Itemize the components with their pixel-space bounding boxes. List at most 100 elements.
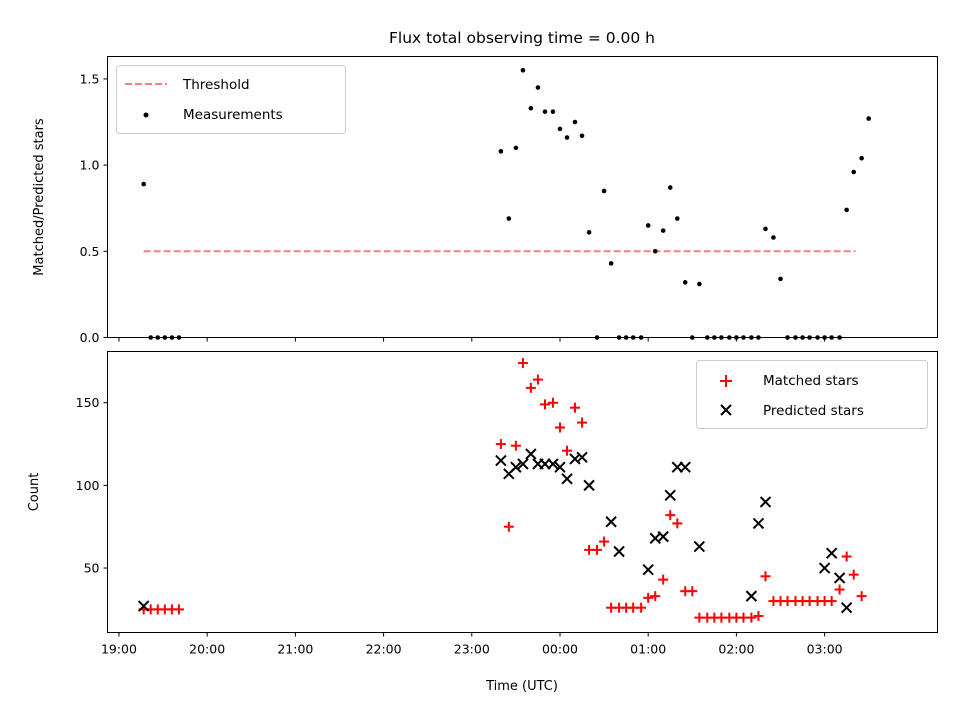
matched-star-point bbox=[562, 445, 573, 456]
matched-star-point bbox=[503, 521, 514, 532]
y-tick-label: 100 bbox=[76, 478, 100, 493]
bottom-points-layer bbox=[137, 358, 867, 623]
matched-star-point bbox=[753, 610, 764, 621]
predicted-star-point bbox=[576, 451, 588, 463]
measurement-point bbox=[141, 181, 146, 187]
legend-matched-label: Matched stars bbox=[763, 373, 859, 389]
measurement-point bbox=[579, 133, 585, 139]
legend-predicted-label: Predicted stars bbox=[763, 403, 864, 419]
y-tick-label: 0.5 bbox=[80, 244, 100, 259]
measurement-point bbox=[550, 109, 556, 114]
predicted-star-point bbox=[825, 547, 838, 559]
predicted-star-point bbox=[495, 454, 507, 467]
measurement-point bbox=[535, 85, 541, 90]
matched-star-point bbox=[539, 399, 550, 410]
legend-matched-swatch bbox=[720, 375, 732, 387]
chart-title: Flux total observing time = 0.00 h bbox=[389, 29, 655, 47]
bottom-legend-box bbox=[696, 360, 928, 429]
top-panel: Flux total observing time = 0.00 h 0.00.… bbox=[32, 29, 938, 345]
matched-star-point bbox=[569, 402, 580, 413]
measurement-point bbox=[851, 169, 857, 175]
legend-measurements-label: Measurements bbox=[183, 107, 283, 123]
legend-threshold-label: Threshold bbox=[182, 77, 250, 93]
predicted-star-point bbox=[759, 496, 772, 508]
legend-measurements-swatch bbox=[143, 112, 149, 118]
predicted-star-point bbox=[818, 562, 831, 574]
y-tick-label: 150 bbox=[76, 395, 100, 410]
bottom-legend: Matched stars Predicted stars bbox=[696, 360, 928, 429]
predicted-star-point bbox=[510, 461, 522, 473]
top-legend-box bbox=[116, 65, 346, 134]
measurement-point bbox=[674, 216, 680, 221]
measurement-point bbox=[506, 216, 512, 221]
x-tick-label: 03:00 bbox=[807, 642, 843, 657]
predicted-star-point bbox=[833, 572, 846, 584]
matched-star-point bbox=[650, 591, 661, 602]
x-tick-label: 22:00 bbox=[366, 642, 402, 657]
measurement-point bbox=[866, 116, 872, 121]
predicted-star-point bbox=[547, 458, 559, 470]
bottom-x-axis: 19:00 20:00 21:00 22:00 23:00 00:00 01:00 02:00… bbox=[101, 632, 843, 657]
predicted-star-point bbox=[840, 601, 853, 614]
measurement-point bbox=[608, 261, 614, 266]
predicted-star-point bbox=[613, 545, 625, 558]
y-tick-label: 1.0 bbox=[80, 158, 100, 173]
top-measurements-layer bbox=[141, 67, 872, 340]
measurement-point bbox=[667, 185, 673, 190]
matched-star-point bbox=[517, 358, 528, 369]
top-legend: Threshold Measurements bbox=[116, 65, 346, 134]
top-axes-frame bbox=[107, 56, 938, 338]
x-tick-label: 20:00 bbox=[189, 642, 225, 657]
matched-star-point bbox=[495, 439, 506, 450]
measurement-point bbox=[859, 155, 864, 161]
matched-star-point bbox=[173, 604, 184, 615]
predicted-star-point bbox=[605, 516, 617, 528]
x-tick-label: 21:00 bbox=[277, 642, 313, 657]
matched-star-point bbox=[532, 374, 543, 385]
measurement-point bbox=[682, 280, 688, 285]
top-y-axis-label: Matched/Predicted stars bbox=[32, 118, 47, 276]
measurement-point bbox=[557, 126, 563, 132]
predicted-star-point bbox=[554, 461, 566, 473]
bottom-panel: 50 100 150 19:00 20:00 21:00 22:00 23:00 00:00 0… bbox=[27, 351, 938, 694]
matched-star-point bbox=[577, 417, 588, 428]
predicted-star-point bbox=[137, 600, 150, 612]
predicted-star-point bbox=[525, 448, 537, 460]
matched-star-point bbox=[643, 592, 654, 603]
measurement-point bbox=[660, 228, 666, 233]
predicted-star-point bbox=[561, 473, 573, 485]
measurement-point bbox=[763, 226, 768, 232]
bottom-y-axis: 50 100 150 bbox=[76, 395, 108, 576]
matched-star-point bbox=[592, 544, 603, 555]
matched-star-point bbox=[554, 422, 565, 433]
x-tick-label: 02:00 bbox=[718, 642, 754, 657]
matched-star-point bbox=[856, 591, 867, 602]
measurement-point bbox=[844, 207, 849, 213]
measurement-point bbox=[542, 109, 548, 114]
matched-star-point bbox=[525, 382, 536, 393]
measurement-point bbox=[652, 249, 658, 254]
matched-star-point bbox=[636, 602, 647, 613]
measurement-point bbox=[520, 67, 526, 73]
measurement-point bbox=[513, 145, 519, 151]
measurement-point bbox=[498, 149, 504, 154]
bottom-y-axis-label: Count bbox=[27, 473, 42, 512]
matched-star-point bbox=[687, 586, 698, 597]
x-tick-label: 00:00 bbox=[542, 642, 578, 657]
matched-star-point bbox=[834, 584, 845, 595]
x-tick-label: 01:00 bbox=[630, 642, 666, 657]
predicted-star-point bbox=[693, 540, 706, 553]
measurement-point bbox=[697, 281, 702, 287]
matched-star-point bbox=[599, 536, 610, 547]
measurement-point bbox=[586, 230, 592, 235]
matched-star-point bbox=[841, 551, 852, 562]
matched-star-point bbox=[547, 397, 558, 408]
predicted-star-point bbox=[517, 458, 529, 470]
predicted-star-point bbox=[642, 563, 654, 576]
matched-star-point bbox=[665, 510, 676, 521]
y-tick-label: 50 bbox=[84, 561, 100, 576]
top-x-ticks bbox=[118, 337, 826, 342]
matched-star-point bbox=[848, 569, 859, 580]
measurement-point bbox=[572, 119, 578, 125]
